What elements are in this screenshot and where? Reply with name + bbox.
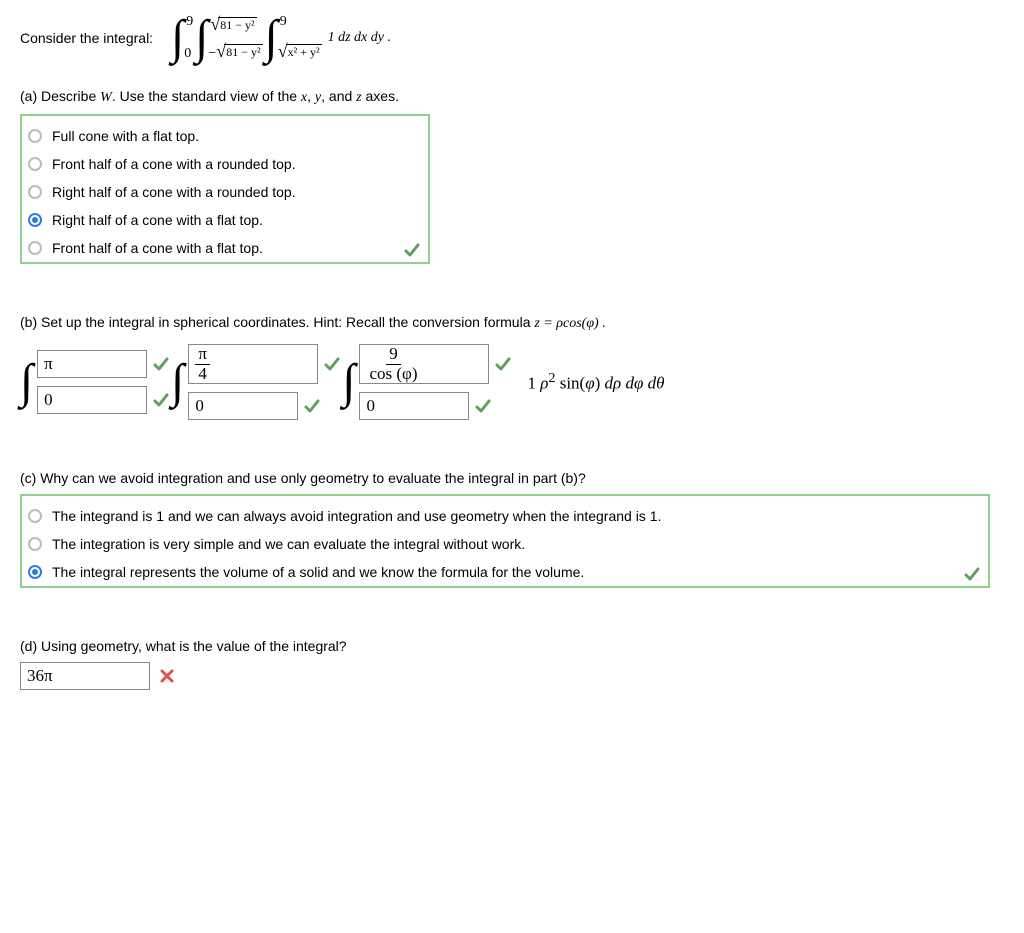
check-icon [304, 398, 320, 414]
radio-icon[interactable] [28, 565, 42, 579]
check-icon [153, 392, 169, 408]
bound-input[interactable]: 0 [37, 386, 147, 414]
option-label: The integration is very simple and we ca… [52, 536, 525, 552]
option-label: Full cone with a flat top. [52, 128, 199, 144]
option-label: The integrand is 1 and we can always avo… [52, 508, 661, 524]
radio-icon[interactable] [28, 213, 42, 227]
option-label: Front half of a cone with a flat top. [52, 240, 263, 256]
check-icon [153, 356, 169, 372]
part-d-answer[interactable]: 36π [20, 662, 150, 690]
spherical-integral-setup: ∫π0∫π40∫9cos (φ)0 1 ρ2 sin(φ) dρ dφ dθ [20, 344, 1004, 420]
radio-option[interactable]: Right half of a cone with a flat top. [28, 206, 420, 234]
option-label: The integral represents the volume of a … [52, 564, 584, 580]
bound-input[interactable]: 9cos (φ) [359, 344, 489, 384]
check-icon [404, 242, 420, 258]
radio-option[interactable]: Front half of a cone with a rounded top. [28, 150, 420, 178]
part-c-options: The integrand is 1 and we can always avo… [20, 494, 990, 588]
radio-icon[interactable] [28, 509, 42, 523]
check-icon [324, 356, 340, 372]
radio-option[interactable]: Full cone with a flat top. [28, 122, 420, 150]
radio-option[interactable]: Right half of a cone with a rounded top. [28, 178, 420, 206]
radio-icon[interactable] [28, 185, 42, 199]
radio-icon[interactable] [28, 537, 42, 551]
bound-input[interactable]: 0 [359, 392, 469, 420]
radio-icon[interactable] [28, 157, 42, 171]
radio-option[interactable]: Front half of a cone with a flat top. [28, 234, 420, 262]
cross-icon [160, 669, 174, 683]
check-icon [475, 398, 491, 414]
radio-icon[interactable] [28, 129, 42, 143]
option-label: Right half of a cone with a rounded top. [52, 184, 296, 200]
part-c-prompt: (c) Why can we avoid integration and use… [20, 470, 1004, 486]
part-d-prompt: (d) Using geometry, what is the value of… [20, 638, 1004, 654]
radio-option[interactable]: The integral represents the volume of a … [28, 558, 980, 586]
radio-icon[interactable] [28, 241, 42, 255]
bound-input[interactable]: π [37, 350, 147, 378]
intro-text: Consider the integral: [20, 30, 153, 46]
part-b-prompt: (b) Set up the integral in spherical coo… [20, 314, 1004, 332]
check-icon [964, 566, 980, 582]
check-icon [495, 356, 511, 372]
bound-input[interactable]: 0 [188, 392, 298, 420]
option-label: Front half of a cone with a rounded top. [52, 156, 296, 172]
part-a-options: Full cone with a flat top. Front half of … [20, 114, 430, 264]
triple-integral-expression: ∫ 9 0 ∫ √81 − y² −√81 − y² ∫ 9 √x² + y² … [171, 14, 391, 62]
radio-option[interactable]: The integrand is 1 and we can always avo… [28, 502, 980, 530]
part-a-prompt: (a) Describe W. Use the standard view of… [20, 88, 1004, 106]
radio-option[interactable]: The integration is very simple and we ca… [28, 530, 980, 558]
option-label: Right half of a cone with a flat top. [52, 212, 263, 228]
bound-input[interactable]: π4 [188, 344, 318, 384]
